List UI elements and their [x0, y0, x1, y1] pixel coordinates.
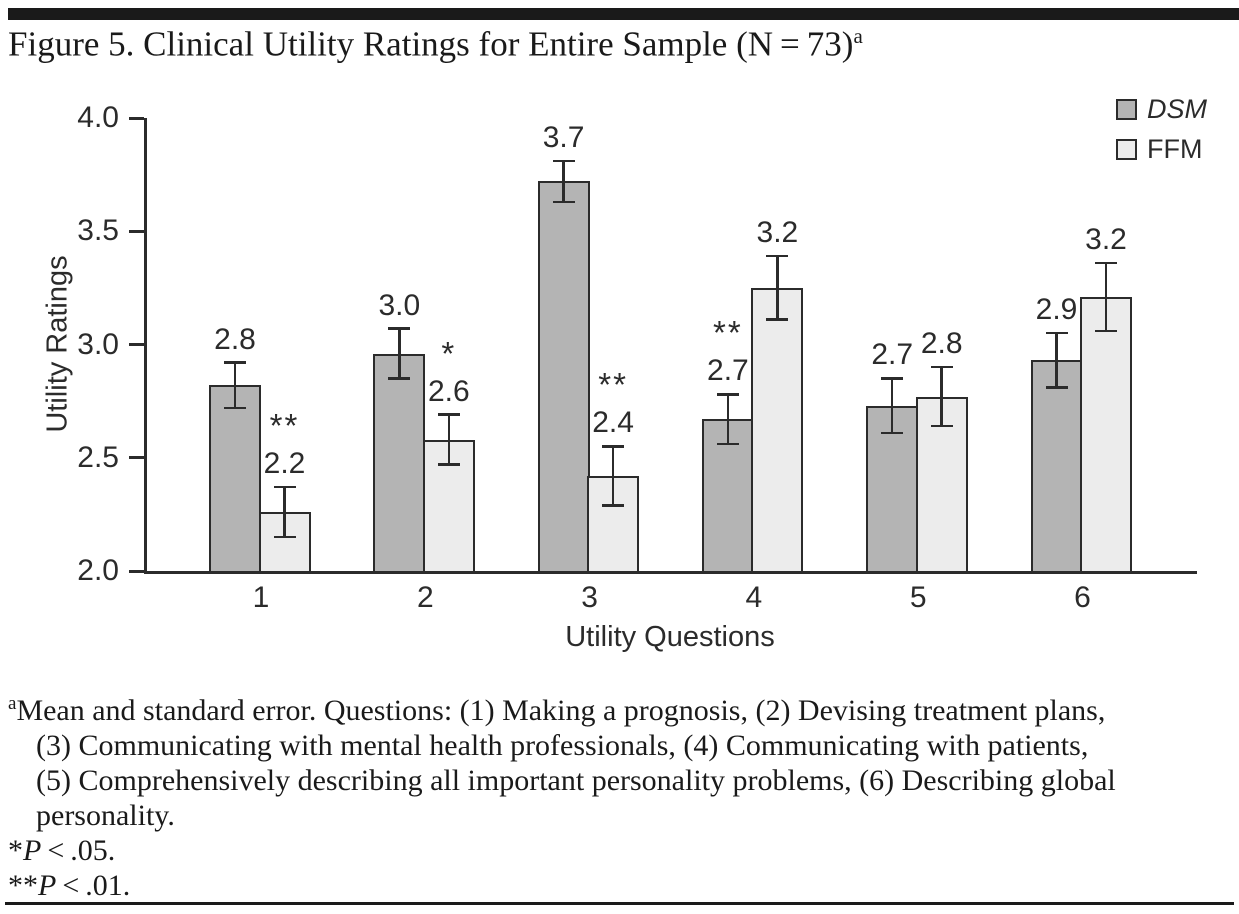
- error-cap-bottom-dsm-q5: [881, 431, 904, 435]
- footnote-line-1: aMean and standard error. Questions: (1)…: [8, 693, 1106, 727]
- error-bar-dsm-q4: [726, 394, 730, 445]
- x-tick-label-5: 5: [909, 581, 927, 614]
- x-tick-label-6: 6: [1074, 581, 1091, 614]
- legend-swatch-dsm: [1116, 99, 1137, 120]
- sig-marker-q2: *: [441, 334, 457, 372]
- bar-ffm-q6: [1080, 296, 1132, 571]
- error-cap-top-ffm-q2: [437, 413, 460, 416]
- figure-title: Figure 5. Clinical Utility Ratings for E…: [8, 24, 863, 65]
- error-cap-bottom-ffm-q1: [273, 535, 296, 539]
- x-tick-label-4: 4: [745, 581, 763, 614]
- error-cap-bottom-ffm-q2: [437, 463, 460, 466]
- error-bar-ffm-q4: [776, 256, 779, 320]
- sig-marker-q3: **: [598, 366, 628, 404]
- value-label-dsm-q1: 2.8: [214, 322, 256, 356]
- value-label-dsm-q5: 2.7: [871, 338, 914, 372]
- error-bar-ffm-q5: [940, 367, 943, 427]
- error-cap-bottom-ffm-q5: [930, 424, 953, 428]
- value-label-dsm-q6: 2.9: [1035, 293, 1078, 327]
- y-tick-2.0: [129, 569, 144, 573]
- bottom-rule: [5, 902, 1234, 905]
- bar-dsm-q1: [209, 385, 261, 571]
- legend-row-dsm: DSM: [1116, 94, 1207, 125]
- legend-label-dsm: DSM: [1147, 94, 1207, 124]
- error-bar-dsm-q1: [233, 362, 237, 408]
- footnote-sig-01: **P < .01.: [8, 869, 131, 902]
- footnote-sig-05: *P < .05.: [8, 834, 116, 867]
- error-bar-dsm-q6: [1055, 333, 1058, 388]
- value-label-ffm-q2: 2.6: [427, 374, 470, 408]
- value-label-ffm-q6: 3.2: [1085, 222, 1127, 256]
- x-tick-label-1: 1: [252, 581, 270, 614]
- error-cap-bottom-dsm-q3: [552, 200, 575, 204]
- y-tick-label-2.0: 2.0: [77, 554, 119, 587]
- error-cap-bottom-dsm-q2: [388, 377, 411, 380]
- legend-label-ffm: FFM: [1147, 134, 1203, 164]
- x-tick-label-3: 3: [581, 581, 598, 614]
- bar-chart-plot-area: 2.0 2.5 3.0 3.5 4.0 1 2 3 4 5 6 2.8 3.0 3.7 2.7 2.7 2.9 2…: [77, 101, 1197, 614]
- error-cap-top-dsm-q1: [224, 361, 246, 364]
- top-rule: [8, 8, 1239, 20]
- error-cap-top-dsm-q6: [1045, 331, 1068, 335]
- figure-footnote: aMean and standard error. Questions: (1)…: [8, 686, 1236, 903]
- legend-row-ffm: FFM: [1116, 134, 1207, 165]
- footnote-line-3: (5) Comprehensively describing all impor…: [36, 764, 1116, 797]
- error-bar-dsm-q2: [398, 328, 401, 379]
- bar-ffm-q4: [751, 287, 804, 571]
- y-tick-3.0: [129, 343, 144, 346]
- error-cap-bottom-dsm-q4: [716, 442, 739, 446]
- error-cap-top-dsm-q3: [552, 159, 575, 163]
- sig-marker-q4: **: [713, 314, 743, 352]
- y-tick-label-2.5: 2.5: [77, 440, 119, 474]
- y-tick-label-3.5: 3.5: [77, 214, 119, 248]
- error-cap-bottom-ffm-q6: [1095, 329, 1117, 333]
- y-tick-2.5: [129, 456, 144, 460]
- figure-title-superscript: a: [853, 24, 863, 48]
- footnote-line-4: personality.: [36, 799, 175, 832]
- error-cap-bottom-dsm-q6: [1045, 386, 1068, 389]
- y-tick-3.5: [129, 229, 144, 233]
- bar-dsm-q6: [1030, 360, 1083, 571]
- error-cap-bottom-ffm-q4: [766, 318, 789, 321]
- error-bar-ffm-q2: [447, 414, 451, 465]
- legend-swatch-ffm: [1116, 139, 1137, 160]
- error-cap-top-dsm-q5: [881, 377, 904, 380]
- value-label-ffm-q5: 2.8: [920, 327, 963, 361]
- error-cap-top-ffm-q5: [930, 365, 953, 369]
- error-cap-top-ffm-q1: [273, 485, 296, 489]
- footnote-line-2: (3) Communicating with mental health pro…: [36, 729, 1089, 762]
- error-cap-bottom-dsm-q1: [224, 406, 246, 410]
- error-cap-bottom-ffm-q3: [602, 504, 625, 507]
- value-label-dsm-q2: 3.0: [378, 288, 421, 322]
- error-bar-ffm-q6: [1104, 262, 1108, 331]
- figure-title-text: Figure 5. Clinical Utility Ratings for E…: [8, 24, 854, 64]
- value-label-ffm-q1: 2.2: [263, 447, 306, 481]
- value-label-ffm-q3: 2.4: [592, 406, 634, 440]
- value-label-dsm-q4: 2.7: [707, 354, 749, 388]
- error-cap-top-ffm-q6: [1095, 261, 1117, 265]
- error-bar-dsm-q5: [890, 378, 894, 433]
- error-bar-ffm-q3: [611, 446, 615, 506]
- bar-dsm-q2: [373, 353, 426, 571]
- chart-legend: DSM FFM: [1116, 94, 1207, 174]
- x-tick-label-2: 2: [416, 581, 434, 614]
- error-bar-dsm-q3: [562, 161, 565, 202]
- y-tick-label-4.0: 4.0: [77, 101, 119, 134]
- error-cap-top-ffm-q3: [602, 445, 625, 448]
- y-tick-4.0: [129, 116, 144, 120]
- error-cap-top-dsm-q4: [716, 393, 739, 396]
- y-axis-line: [144, 118, 147, 574]
- x-axis-title: Utility Questions: [565, 621, 775, 653]
- footnote-superscript: a: [8, 693, 17, 714]
- value-label-dsm-q3: 3.7: [542, 121, 585, 155]
- y-tick-label-3.0: 3.0: [77, 327, 119, 361]
- x-axis-line: [144, 571, 1197, 574]
- sig-marker-q1: **: [269, 407, 300, 445]
- error-cap-top-dsm-q2: [388, 327, 411, 330]
- error-bar-ffm-q1: [283, 487, 286, 538]
- error-cap-top-ffm-q4: [766, 254, 789, 258]
- value-label-ffm-q4: 3.2: [756, 216, 799, 250]
